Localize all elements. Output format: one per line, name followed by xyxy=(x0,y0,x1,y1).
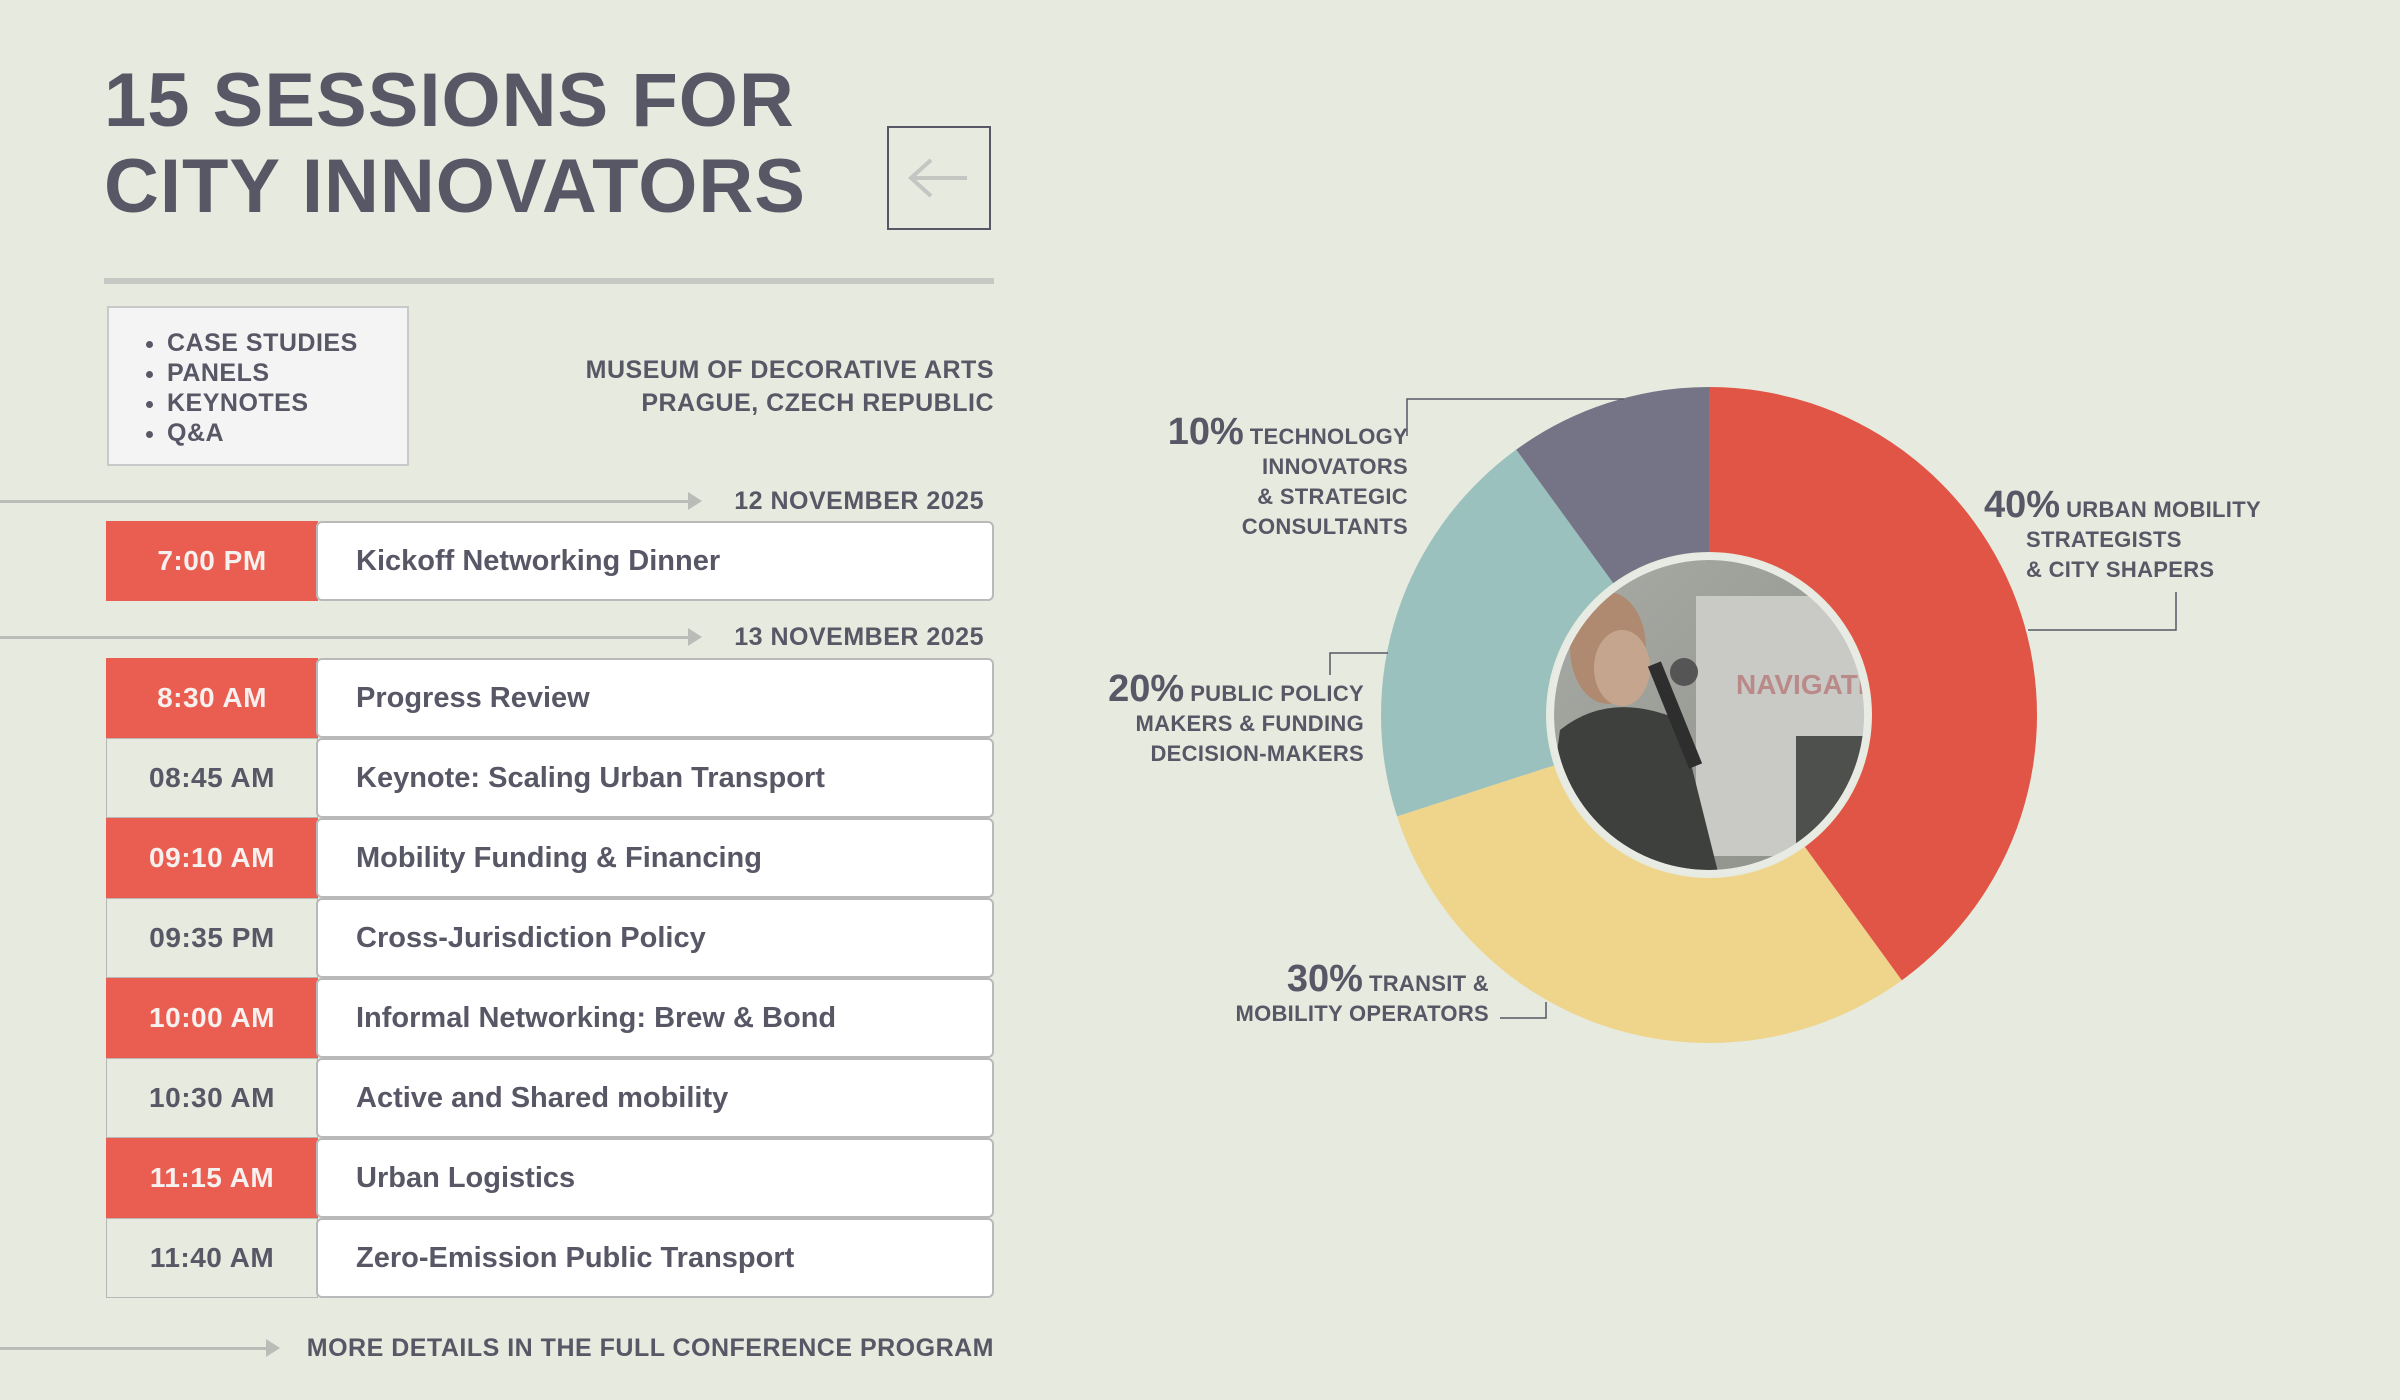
venue: MUSEUM OF DECORATIVE ARTS PRAGUE, CZECH … xyxy=(586,354,994,420)
date-arrow-line xyxy=(0,636,690,639)
slice-label-10: 10% TECHNOLOGY INNOVATORS & STRATEGIC CON… xyxy=(1168,413,1408,542)
arrow-left-icon xyxy=(908,158,967,198)
venue-name: MUSEUM OF DECORATIVE ARTS xyxy=(585,356,994,384)
slice-label-line: TECHNOLOGY xyxy=(1249,424,1408,449)
donut-slice-40 xyxy=(1709,387,2037,981)
date-label: 12 NOVEMBER 2025 xyxy=(734,487,984,515)
session-title: Kickoff Networking Dinner xyxy=(316,521,994,601)
slice-label-line: CONSULTANTS xyxy=(1241,514,1408,539)
page-title: 15 SESSIONS FOR CITY INNOVATORS xyxy=(104,58,806,230)
session-time: 08:45 AM xyxy=(106,738,318,818)
slice-label-line: TRANSIT & xyxy=(1368,971,1489,996)
slice-label-line: MOBILITY OPERATORS xyxy=(1235,1001,1489,1026)
session-time: 09:10 AM xyxy=(106,818,318,898)
session-time: 10:30 AM xyxy=(106,1058,318,1138)
page-title-line-2: CITY INNOVATORS xyxy=(104,144,806,229)
slice-label-line: STRATEGISTS xyxy=(2026,527,2182,552)
slice-pct: 30% xyxy=(1286,958,1363,1000)
leader-line-20 xyxy=(1329,652,1388,675)
session-row[interactable]: 10:00 AM Informal Networking: Brew & Bon… xyxy=(106,978,994,1058)
session-row[interactable]: 09:10 AM Mobility Funding & Financing xyxy=(106,818,994,898)
photo-banner-text: NAVIGATE MO xyxy=(1736,669,1929,700)
session-type-item: Q&A xyxy=(167,418,407,448)
session-row[interactable]: 11:40 AM Zero-Emission Public Transport xyxy=(106,1218,994,1298)
arrow-right-icon xyxy=(266,1339,280,1357)
session-types-list: CASE STUDIES PANELS KEYNOTES Q&A xyxy=(143,328,407,448)
slice-pct: 10% xyxy=(1167,411,1244,453)
leader-line-10 xyxy=(1406,398,1624,436)
date-label: 13 NOVEMBER 2025 xyxy=(734,623,984,651)
date-divider-day-2: 13 NOVEMBER 2025 xyxy=(0,622,994,652)
back-button[interactable] xyxy=(887,126,991,230)
session-time: 10:00 AM xyxy=(106,978,318,1058)
session-types-box: CASE STUDIES PANELS KEYNOTES Q&A xyxy=(107,306,409,466)
session-row[interactable]: 7:00 PM Kickoff Networking Dinner xyxy=(106,521,994,601)
donut-slice-20 xyxy=(1381,449,1615,817)
arrow-right-icon xyxy=(688,628,702,646)
session-row[interactable]: 11:15 AM Urban Logistics xyxy=(106,1138,994,1218)
slice-label-line: URBAN MOBILITY xyxy=(2066,497,2261,522)
session-title: Progress Review xyxy=(316,658,994,738)
more-arrow-line xyxy=(0,1347,268,1350)
slice-label-line: & CITY SHAPERS xyxy=(2026,557,2215,582)
slice-pct: 20% xyxy=(1108,668,1185,710)
date-divider-day-1: 12 NOVEMBER 2025 xyxy=(0,486,994,516)
session-title: Cross-Jurisdiction Policy xyxy=(316,898,994,978)
leader-line-30 xyxy=(1500,1002,1547,1019)
title-divider xyxy=(104,278,994,284)
session-title: Active and Shared mobility xyxy=(316,1058,994,1138)
leader-line-40 xyxy=(2028,592,2177,631)
date-arrow-line xyxy=(0,500,690,503)
session-time: 7:00 PM xyxy=(106,521,318,601)
arrow-right-icon xyxy=(688,492,702,510)
session-type-item: PANELS xyxy=(167,358,407,388)
donut-slice-30 xyxy=(1397,764,1902,1043)
speaker-photo: NAVIGATE MO xyxy=(1546,552,1929,878)
session-title: Urban Logistics xyxy=(316,1138,994,1218)
session-row[interactable]: 8:30 AM Progress Review xyxy=(106,658,994,738)
session-title: Keynote: Scaling Urban Transport xyxy=(316,738,994,818)
slice-label-40: 40% URBAN MOBILITY STRATEGISTS & CITY SHA… xyxy=(1984,486,2261,585)
slice-label-30: 30% TRANSIT & MOBILITY OPERATORS xyxy=(1235,960,1489,1029)
slice-label-line: MAKERS & FUNDING xyxy=(1135,711,1364,736)
session-row[interactable]: 10:30 AM Active and Shared mobility xyxy=(106,1058,994,1138)
session-title: Zero-Emission Public Transport xyxy=(316,1218,994,1298)
slice-pct: 40% xyxy=(1984,484,2061,526)
session-title: Informal Networking: Brew & Bond xyxy=(316,978,994,1058)
slice-label-line: INNOVATORS xyxy=(1261,454,1408,479)
more-details-link[interactable]: MORE DETAILS IN THE FULL CONFERENCE PROG… xyxy=(0,1332,994,1364)
session-type-item: CASE STUDIES xyxy=(167,328,407,358)
donut-slice-10 xyxy=(1516,387,1709,586)
session-title: Mobility Funding & Financing xyxy=(316,818,994,898)
session-row[interactable]: 09:35 PM Cross-Jurisdiction Policy xyxy=(106,898,994,978)
slice-label-20: 20% PUBLIC POLICY MAKERS & FUNDING DECISI… xyxy=(1108,670,1364,769)
session-type-item: KEYNOTES xyxy=(167,388,407,418)
slice-label-line: PUBLIC POLICY xyxy=(1190,681,1364,706)
session-time: 09:35 PM xyxy=(106,898,318,978)
session-row[interactable]: 08:45 AM Keynote: Scaling Urban Transpor… xyxy=(106,738,994,818)
more-details-label: MORE DETAILS IN THE FULL CONFERENCE PROG… xyxy=(306,1334,994,1362)
venue-city: PRAGUE, CZECH REPUBLIC xyxy=(641,389,994,417)
leader-lines xyxy=(1329,398,2177,1019)
slice-label-line: DECISION-MAKERS xyxy=(1150,741,1364,766)
session-time: 11:40 AM xyxy=(106,1218,318,1298)
slice-label-line: & STRATEGIC xyxy=(1257,484,1408,509)
page-title-line-1: 15 SESSIONS FOR xyxy=(104,58,795,143)
session-time: 11:15 AM xyxy=(106,1138,318,1218)
